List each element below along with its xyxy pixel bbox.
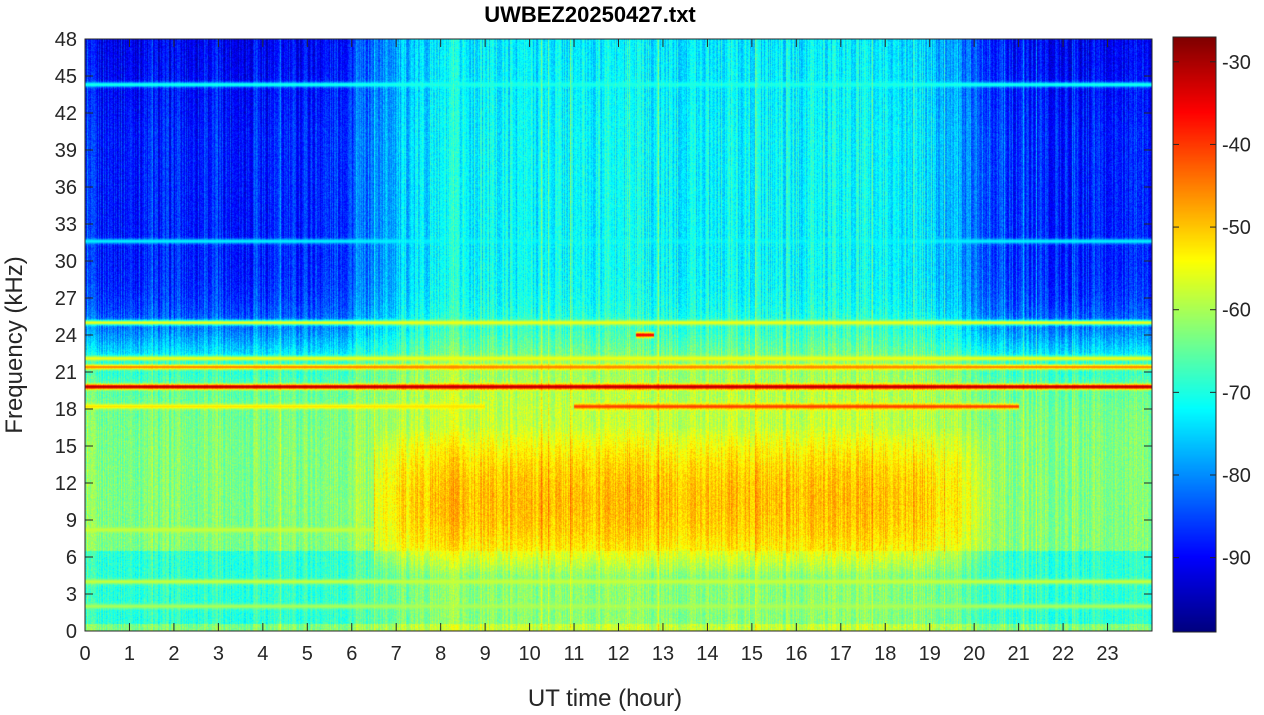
colorbar-area [1173,37,1216,632]
chart-title: UWBEZ20250427.txt [484,2,696,27]
x-tick-label: 18 [874,643,896,665]
x-tick-label: 4 [257,643,268,665]
y-tick-label: 48 [55,29,77,51]
y-tick-label: 42 [55,103,77,125]
x-tick-label: 0 [79,643,90,665]
x-tick-label: 11 [564,643,585,665]
y-tick-label: 33 [55,214,77,236]
y-tick-label: 18 [55,399,77,421]
y-tick-label: 9 [66,510,77,532]
x-tick-label: 21 [1008,643,1030,665]
y-tick-label: 30 [55,251,77,273]
x-tick-label: 14 [696,643,718,665]
spectrogram-image [85,39,1152,631]
x-tick-label: 12 [607,643,629,665]
x-tick-label: 2 [168,643,179,665]
x-axis: 0 1 2 3 4 5 6 7 8 9 10 11 12 13 14 15 16 17 18 19 20 21 22 23 [79,39,1119,665]
x-tick-label: 7 [391,643,402,665]
y-tick-label: 21 [55,362,77,384]
colorbar-tick-label: -50 [1222,217,1251,239]
x-tick-label: 16 [785,643,807,665]
x-axis-label: UT time (hour) [528,685,682,712]
x-tick-label: 19 [919,643,941,665]
colorbar-tick-label: -30 [1222,52,1251,74]
y-tick-label: 45 [55,66,77,88]
colorbar-tick-label: -80 [1222,465,1251,487]
colorbar-tick-label: -60 [1222,300,1251,322]
spectrogram-plot-area [85,39,1152,631]
x-tick-label: 22 [1052,643,1074,665]
x-tick-label: 17 [830,643,852,665]
y-axis-label: Frequency (kHz) [1,256,28,433]
x-tick-label: 8 [435,643,446,665]
x-tick-label: 6 [346,643,357,665]
colorbar-tick-label: -70 [1222,382,1251,404]
y-tick-label: 36 [55,177,77,199]
colorbar-axis: -30 -40 -50 -60 -70 -80 -90 [1173,52,1251,570]
x-tick-label: 23 [1096,643,1118,665]
x-tick-label: 3 [213,643,224,665]
y-tick-label: 27 [55,288,77,310]
x-tick-label: 15 [741,643,763,665]
y-tick-label: 15 [55,436,77,458]
x-tick-label: 5 [302,643,313,665]
colorbar-frame [1172,36,1217,633]
colorbar-tick-label: -90 [1222,548,1251,570]
y-tick-label: 39 [55,140,77,162]
colorbar-gradient [1173,37,1216,632]
y-tick-label: 3 [66,584,77,606]
colorbar-tick-label: -40 [1222,134,1251,156]
x-tick-label: 1 [124,643,135,665]
x-tick-label: 20 [963,643,985,665]
y-tick-label: 12 [55,473,77,495]
y-tick-label: 0 [66,621,77,643]
x-tick-label: 10 [518,643,540,665]
y-tick-label: 24 [55,325,77,347]
x-tick-label: 9 [480,643,491,665]
y-tick-label: 6 [66,547,77,569]
x-tick-label: 13 [652,643,674,665]
